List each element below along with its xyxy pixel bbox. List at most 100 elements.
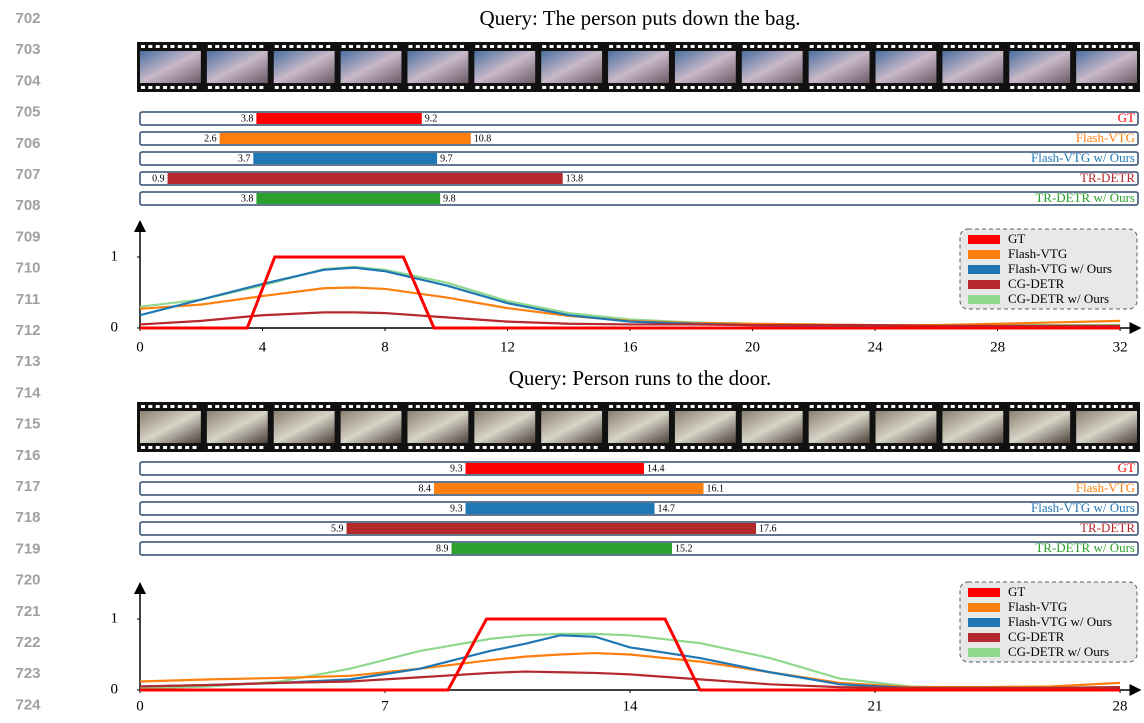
sprocket bbox=[550, 405, 554, 408]
sprocket bbox=[1054, 446, 1058, 449]
film-frame bbox=[341, 51, 402, 83]
sprocket bbox=[832, 86, 836, 89]
sprocket bbox=[958, 86, 962, 89]
sprocket bbox=[215, 45, 219, 48]
legend-label: CG-DETR bbox=[1008, 629, 1065, 644]
sprocket bbox=[289, 86, 293, 89]
sprocket bbox=[185, 45, 189, 48]
sprocket bbox=[824, 86, 828, 89]
sprocket bbox=[1107, 405, 1111, 408]
sprocket bbox=[1010, 45, 1014, 48]
sprocket bbox=[646, 446, 650, 449]
sprocket bbox=[676, 45, 680, 48]
sprocket bbox=[483, 446, 487, 449]
sprocket bbox=[445, 86, 449, 89]
sprocket bbox=[550, 446, 554, 449]
interval-bar bbox=[256, 113, 421, 124]
sprocket bbox=[1092, 86, 1096, 89]
sprocket bbox=[765, 446, 769, 449]
sprocket bbox=[787, 86, 791, 89]
line-number: 709 bbox=[15, 228, 40, 245]
sprocket bbox=[772, 405, 776, 408]
y-tick-label: 0 bbox=[111, 319, 119, 335]
sprocket bbox=[965, 446, 969, 449]
sprocket bbox=[586, 405, 590, 408]
interval-end-label: 9.2 bbox=[425, 113, 438, 124]
query-title: Query: The person puts down the bag. bbox=[480, 6, 801, 30]
sprocket bbox=[951, 405, 955, 408]
sprocket bbox=[460, 45, 464, 48]
sprocket bbox=[913, 86, 917, 89]
sprocket bbox=[839, 405, 843, 408]
sprocket bbox=[193, 86, 197, 89]
sprocket bbox=[1062, 405, 1066, 408]
sprocket bbox=[289, 405, 293, 408]
sprocket bbox=[386, 446, 390, 449]
film-frame bbox=[876, 411, 937, 443]
line-number: 705 bbox=[15, 104, 40, 121]
line-number: 721 bbox=[15, 603, 40, 620]
sprocket bbox=[758, 405, 762, 408]
sprocket bbox=[289, 446, 293, 449]
sprocket bbox=[1084, 446, 1088, 449]
x-tick-label: 21 bbox=[868, 698, 883, 714]
sprocket bbox=[356, 86, 360, 89]
sprocket bbox=[839, 446, 843, 449]
sprocket bbox=[237, 405, 241, 408]
sprocket bbox=[1040, 86, 1044, 89]
sprocket bbox=[646, 86, 650, 89]
film-frame bbox=[407, 411, 468, 443]
sprocket bbox=[995, 86, 999, 89]
legend-swatch bbox=[968, 250, 1000, 259]
sprocket bbox=[594, 86, 598, 89]
sprocket bbox=[378, 446, 382, 449]
sprocket bbox=[980, 405, 984, 408]
sprocket bbox=[899, 405, 903, 408]
sprocket bbox=[163, 45, 167, 48]
sprocket bbox=[557, 86, 561, 89]
sprocket bbox=[326, 86, 330, 89]
interval-bar bbox=[168, 173, 563, 184]
sprocket bbox=[594, 45, 598, 48]
sprocket bbox=[438, 405, 442, 408]
sprocket bbox=[1129, 446, 1133, 449]
x-tick-label: 14 bbox=[623, 698, 639, 714]
sprocket bbox=[861, 45, 865, 48]
sprocket bbox=[312, 446, 316, 449]
sprocket bbox=[237, 446, 241, 449]
sprocket bbox=[1025, 405, 1029, 408]
legend-swatch bbox=[968, 648, 1000, 657]
legend-swatch bbox=[968, 603, 1000, 612]
sprocket bbox=[653, 86, 657, 89]
sprocket bbox=[594, 446, 598, 449]
sprocket bbox=[594, 405, 598, 408]
sprocket bbox=[378, 86, 382, 89]
sprocket bbox=[884, 405, 888, 408]
sprocket bbox=[483, 86, 487, 89]
sprocket bbox=[312, 405, 316, 408]
sprocket bbox=[289, 45, 293, 48]
film-frame bbox=[608, 51, 669, 83]
x-tick-label: 32 bbox=[1113, 339, 1128, 355]
sprocket bbox=[505, 405, 509, 408]
sprocket bbox=[1040, 405, 1044, 408]
sprocket bbox=[727, 405, 731, 408]
line-number: 702 bbox=[15, 10, 40, 27]
sprocket bbox=[854, 446, 858, 449]
sprocket bbox=[483, 405, 487, 408]
sprocket bbox=[1121, 86, 1125, 89]
sprocket bbox=[616, 86, 620, 89]
sprocket bbox=[519, 446, 523, 449]
x-tick-label: 12 bbox=[500, 339, 515, 355]
sprocket bbox=[639, 446, 643, 449]
line-number: 704 bbox=[15, 72, 41, 89]
sprocket bbox=[691, 45, 695, 48]
legend-label: GT bbox=[1008, 584, 1025, 599]
sprocket bbox=[1025, 446, 1029, 449]
interval-name: Flash-VTG w/ Ours bbox=[1031, 150, 1135, 165]
sprocket bbox=[943, 45, 947, 48]
sprocket bbox=[342, 446, 346, 449]
interval-bar bbox=[256, 193, 440, 204]
interval-name: TR-DETR bbox=[1080, 170, 1135, 185]
sprocket bbox=[275, 405, 279, 408]
